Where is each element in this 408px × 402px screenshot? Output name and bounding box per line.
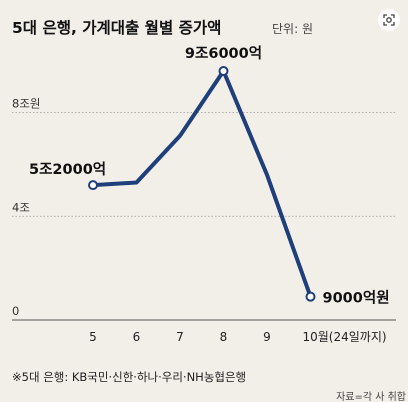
data-label-1: 9조6000억 bbox=[185, 44, 262, 62]
x-tick-label-2: 7 bbox=[176, 330, 184, 344]
x-tick-label-5: 10월(24일까지) bbox=[303, 330, 387, 344]
x-tick-label-0: 5 bbox=[89, 330, 97, 344]
scan-icon bbox=[383, 14, 395, 26]
scan-button-bg bbox=[378, 9, 400, 31]
y-axis-ticks: 0 4조 8조원 bbox=[12, 97, 40, 319]
footnote: ※5대 은행: KB국민·신한·하나·우리·NH농협은행 bbox=[12, 370, 246, 384]
chart-title: 5대 은행, 가계대출 월별 증가액 bbox=[12, 18, 221, 37]
y-tick-label-1: 4조 bbox=[12, 200, 30, 214]
data-points bbox=[88, 66, 316, 302]
data-point-5 bbox=[305, 291, 316, 302]
source-note: 자료=각 사 취합 bbox=[336, 391, 406, 402]
series-line-0 bbox=[91, 69, 313, 299]
y-tick-label-2: 8조원 bbox=[12, 97, 40, 111]
y-tick-label-0: 0 bbox=[12, 304, 19, 318]
data-label-0: 5조2000억 bbox=[29, 160, 106, 178]
data-point-3 bbox=[218, 66, 229, 76]
series-layer bbox=[91, 69, 313, 299]
x-tick-label-3: 8 bbox=[220, 330, 228, 344]
unit-label: 단위: 원 bbox=[272, 22, 313, 36]
grid-lines bbox=[12, 112, 396, 321]
data-label-2: 9000억원 bbox=[323, 289, 390, 307]
data-labels: 5조2000억 9조6000억 9000억원 bbox=[29, 44, 390, 307]
x-axis-ticks: 5 6 7 8 9 10월(24일까지) bbox=[89, 330, 386, 344]
x-tick-label-1: 6 bbox=[133, 330, 141, 344]
data-point-0 bbox=[88, 180, 98, 191]
x-tick-label-4: 9 bbox=[263, 330, 271, 344]
scan-button[interactable] bbox=[378, 9, 400, 31]
